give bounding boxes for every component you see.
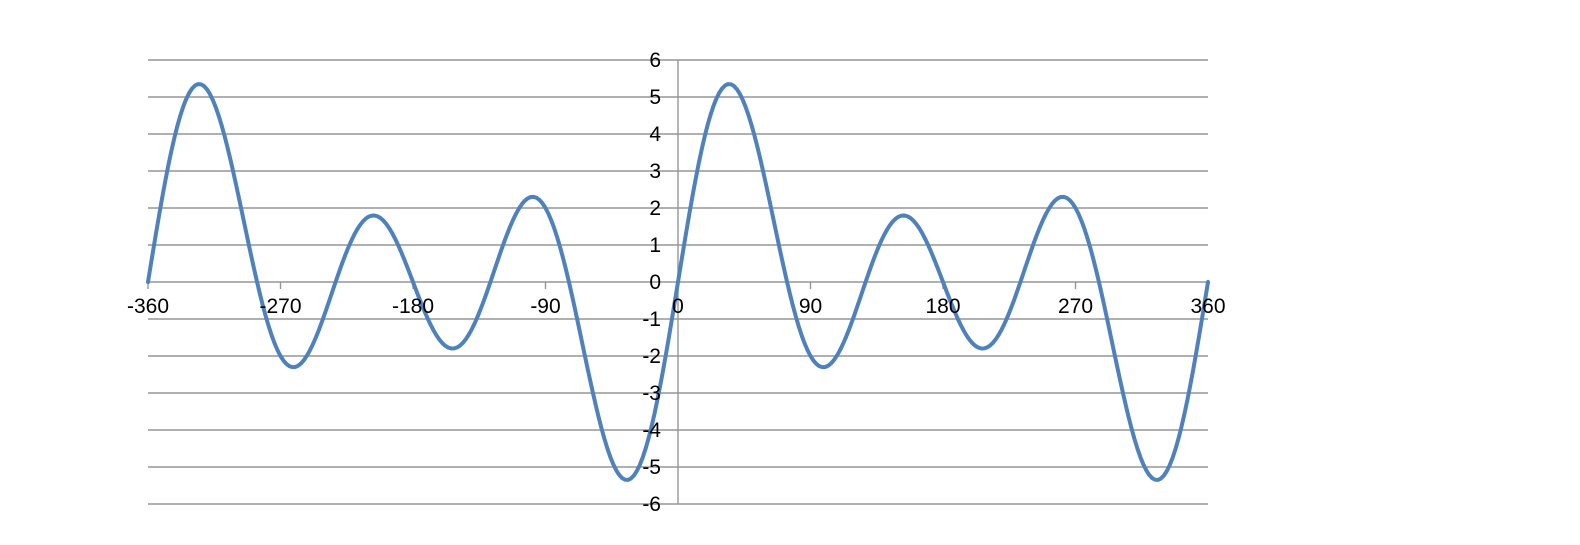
y-tick-label: -5 [642,456,661,479]
y-tick-label: 0 [649,271,661,294]
x-tick-label: 270 [1058,295,1093,318]
y-tick-label: -6 [642,493,661,516]
x-tick-label: 90 [799,295,822,318]
x-tick-label: -270 [259,295,301,318]
y-tick-label: -4 [642,419,661,442]
y-tick-label: -2 [642,345,661,368]
x-tick-label: -180 [392,295,434,318]
x-tick-label: 0 [672,295,684,318]
y-tick-label: 3 [649,160,661,183]
y-tick-label: -1 [642,308,661,331]
y-tick-label: -3 [642,382,661,405]
x-tick-label: -90 [530,295,560,318]
y-tick-label: 5 [649,86,661,109]
x-tick-label: -360 [127,295,169,318]
y-tick-label: 2 [649,197,661,220]
y-tick-label: 1 [649,234,661,257]
data-series-line [146,82,1210,482]
y-tick-label: 4 [649,123,661,146]
x-tick-label: 360 [1190,295,1225,318]
x-tick-label: 180 [925,295,960,318]
y-tick-label: 6 [649,49,661,72]
